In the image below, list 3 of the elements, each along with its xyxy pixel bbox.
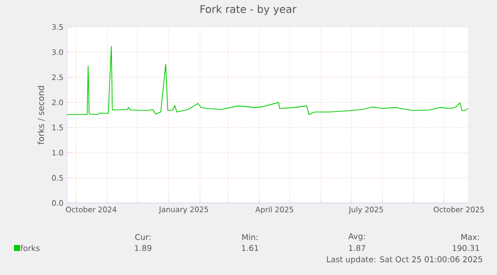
chart-title: Fork rate - by year (200, 4, 296, 16)
y-axis-title: forks / second (38, 86, 45, 145)
line-series (66, 46, 468, 115)
